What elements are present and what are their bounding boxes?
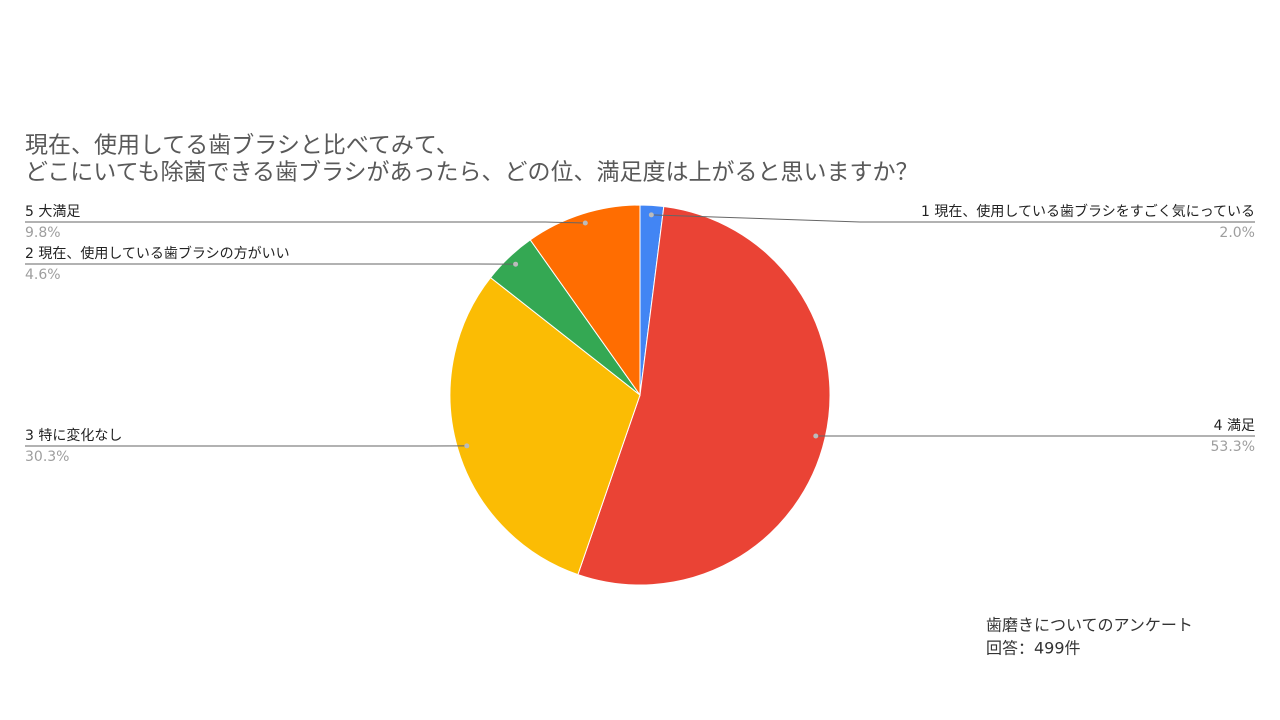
chart-title: 現在、使用してる歯ブラシと比べてみて、 [25, 133, 459, 159]
chart-title: どこにいても除菌できる歯ブラシがあったら、どの位、満足度は上がると思いますか？ [25, 160, 919, 186]
slice-value-label: 4.6% [25, 267, 61, 283]
leader-line [25, 221, 586, 224]
slice-label: 5 大満足 [25, 204, 80, 220]
pie-slice [577, 205, 831, 586]
slice-label: 3 特に変化なし [25, 427, 122, 444]
note: 歯磨きについてのアンケート [986, 616, 1193, 635]
pie-slice [529, 204, 641, 397]
slice-label: 4 満足 [1214, 418, 1255, 434]
slice-value-label: 53.3% [1211, 439, 1255, 455]
slice-value-label: 30.3% [25, 449, 69, 465]
slice-label: 2 現在、使用している歯ブラシの方がいい [25, 245, 290, 262]
leader-dot [464, 443, 470, 449]
slice-label: 1 現在、使用している歯ブラシをすごく気にっている [921, 203, 1255, 220]
leader-dot [648, 212, 654, 218]
leader-dot [513, 261, 519, 267]
leader-line [651, 214, 1255, 223]
pie-slice [449, 276, 641, 576]
leader-dot [813, 433, 819, 439]
leader-dot [582, 220, 588, 226]
slice-value-label: 2.0% [1219, 225, 1255, 241]
note: 回答：499件 [986, 639, 1081, 658]
slice-value-label: 9.8% [25, 225, 61, 241]
